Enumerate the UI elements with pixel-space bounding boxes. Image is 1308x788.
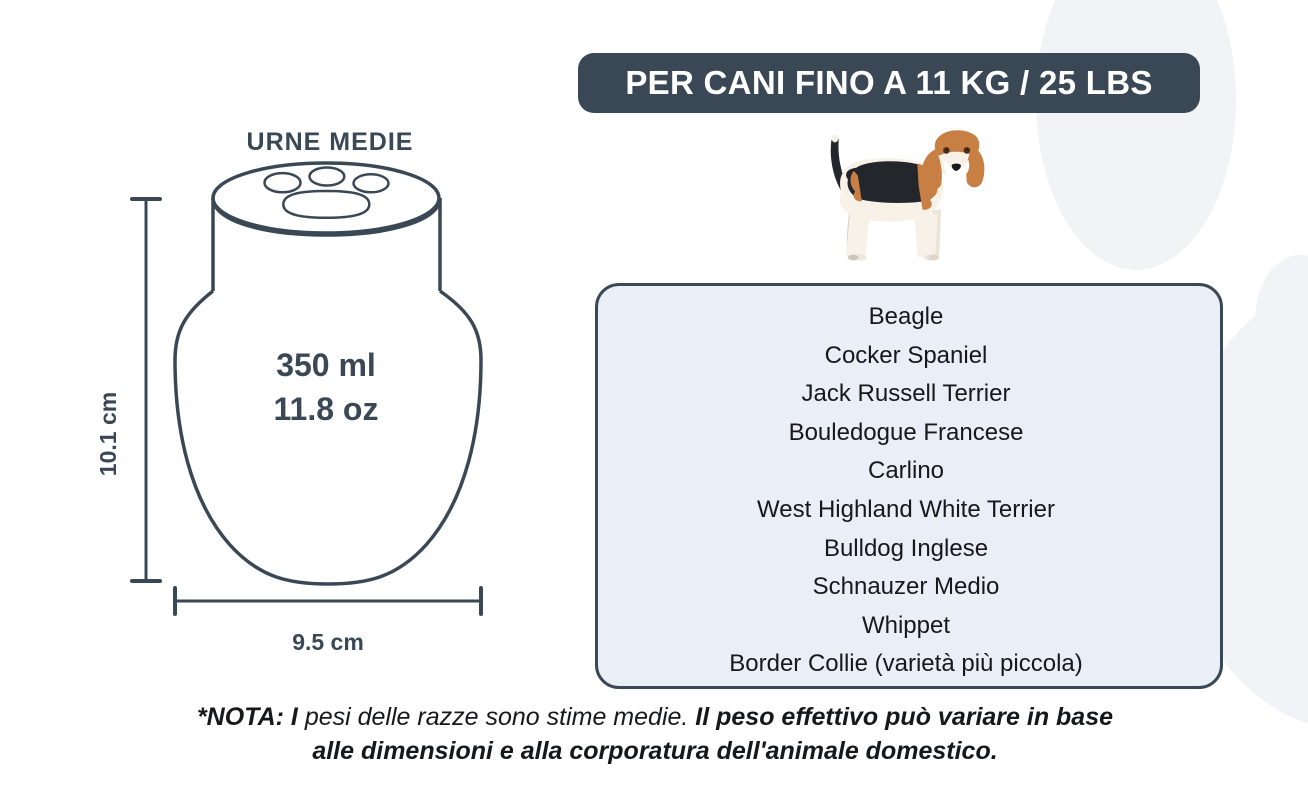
svg-text:11.8 oz: 11.8 oz	[274, 391, 379, 427]
svg-text:10.1 cm: 10.1 cm	[95, 392, 121, 476]
svg-text:9.5 cm: 9.5 cm	[292, 629, 364, 655]
svg-text:350 ml: 350 ml	[276, 347, 376, 383]
